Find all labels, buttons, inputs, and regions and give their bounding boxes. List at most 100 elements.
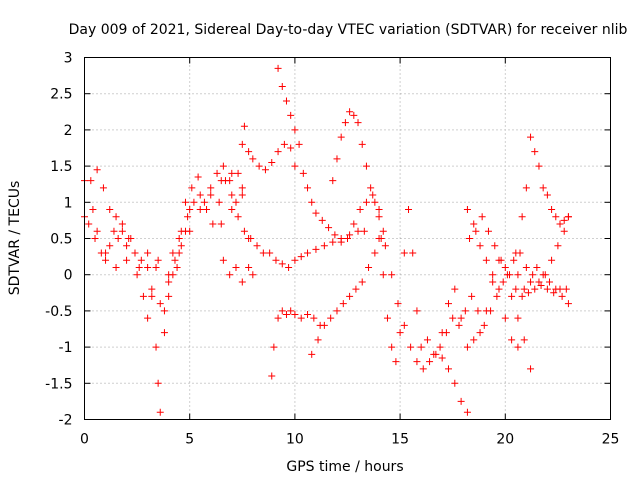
data-point [489, 278, 497, 286]
data-point [548, 206, 556, 214]
data-point [314, 336, 322, 344]
data-point [512, 249, 520, 257]
data-series [171, 177, 368, 271]
data-point [556, 220, 564, 228]
data-point [400, 321, 408, 329]
data-point [278, 260, 286, 268]
data-point [461, 307, 469, 315]
data-series [175, 162, 253, 242]
data-point [371, 249, 379, 257]
data-point [156, 408, 164, 416]
data-point [215, 198, 223, 206]
data-point [560, 227, 568, 235]
x-tick-label: 15 [391, 432, 409, 448]
data-point [535, 278, 543, 286]
data-point [484, 227, 492, 235]
data-point [480, 321, 488, 329]
chart-title: Day 009 of 2021, Sidereal Day-to-day VTE… [69, 22, 628, 38]
data-point [552, 213, 560, 221]
data-point [337, 133, 345, 141]
data-series [308, 235, 385, 358]
data-point [87, 177, 95, 185]
data-point [379, 227, 387, 235]
x-tick-label: 5 [185, 432, 194, 448]
data-point [282, 97, 290, 105]
y-tick-label: -2 [59, 413, 73, 429]
data-point [299, 169, 307, 177]
data-point [238, 140, 246, 148]
data-point [444, 365, 452, 373]
data-point [127, 235, 135, 242]
data-point [522, 263, 530, 271]
y-tick-label: 0.5 [50, 232, 72, 248]
data-point [339, 300, 347, 308]
data-point [253, 242, 261, 250]
data-point [297, 253, 305, 261]
data-point [329, 177, 337, 185]
data-series [438, 256, 535, 373]
data-point [438, 354, 446, 362]
data-point [457, 314, 465, 322]
data-point [226, 271, 234, 279]
data-point [518, 213, 526, 221]
data-point [186, 206, 194, 214]
data-point [413, 307, 421, 315]
data-point [501, 314, 509, 322]
data-series [512, 133, 572, 257]
data-point [543, 191, 551, 199]
data-point [482, 256, 490, 264]
data-point [531, 285, 539, 293]
data-point [514, 343, 522, 351]
data-point [184, 213, 192, 221]
data-point [350, 111, 358, 119]
data-point [320, 242, 328, 250]
data-point [112, 263, 120, 271]
data-point [274, 148, 282, 156]
data-point [438, 329, 446, 337]
data-point [533, 263, 541, 271]
data-point [327, 314, 335, 322]
data-point [463, 343, 471, 351]
data-point [245, 263, 253, 271]
data-point [394, 300, 402, 308]
data-point [133, 271, 141, 279]
data-point [383, 314, 391, 322]
x-tick-label: 10 [286, 432, 304, 448]
data-point [352, 285, 360, 293]
x-axis-tick-labels: 0 5 10 15 20 25 [80, 432, 619, 448]
data-point [495, 285, 503, 293]
data-point [259, 249, 267, 257]
data-point [93, 227, 101, 235]
data-point [409, 249, 417, 257]
data-point [312, 209, 320, 217]
data-point [175, 235, 183, 242]
data-point [520, 285, 528, 293]
data-point [171, 256, 179, 264]
data-point [160, 329, 168, 337]
data-point [165, 271, 173, 279]
data-point [468, 292, 476, 300]
data-series [463, 206, 522, 351]
data-point [527, 278, 535, 286]
data-point [510, 256, 518, 264]
data-point [304, 311, 312, 319]
data-point [144, 263, 152, 271]
y-tick-label: -0.5 [45, 304, 72, 320]
data-point [350, 220, 358, 228]
data-point [154, 379, 162, 387]
data-point [228, 206, 236, 214]
data-series [217, 122, 299, 228]
data-point [497, 256, 505, 264]
data-point [522, 184, 530, 192]
data-point [181, 198, 189, 206]
data-series [81, 206, 194, 322]
data-point [209, 220, 217, 228]
data-point [430, 350, 438, 358]
x-tick-label: 0 [80, 432, 89, 448]
data-point [123, 242, 131, 250]
data-point [207, 191, 215, 199]
data-point [405, 206, 413, 214]
data-point [102, 256, 110, 264]
data-point [213, 169, 221, 177]
